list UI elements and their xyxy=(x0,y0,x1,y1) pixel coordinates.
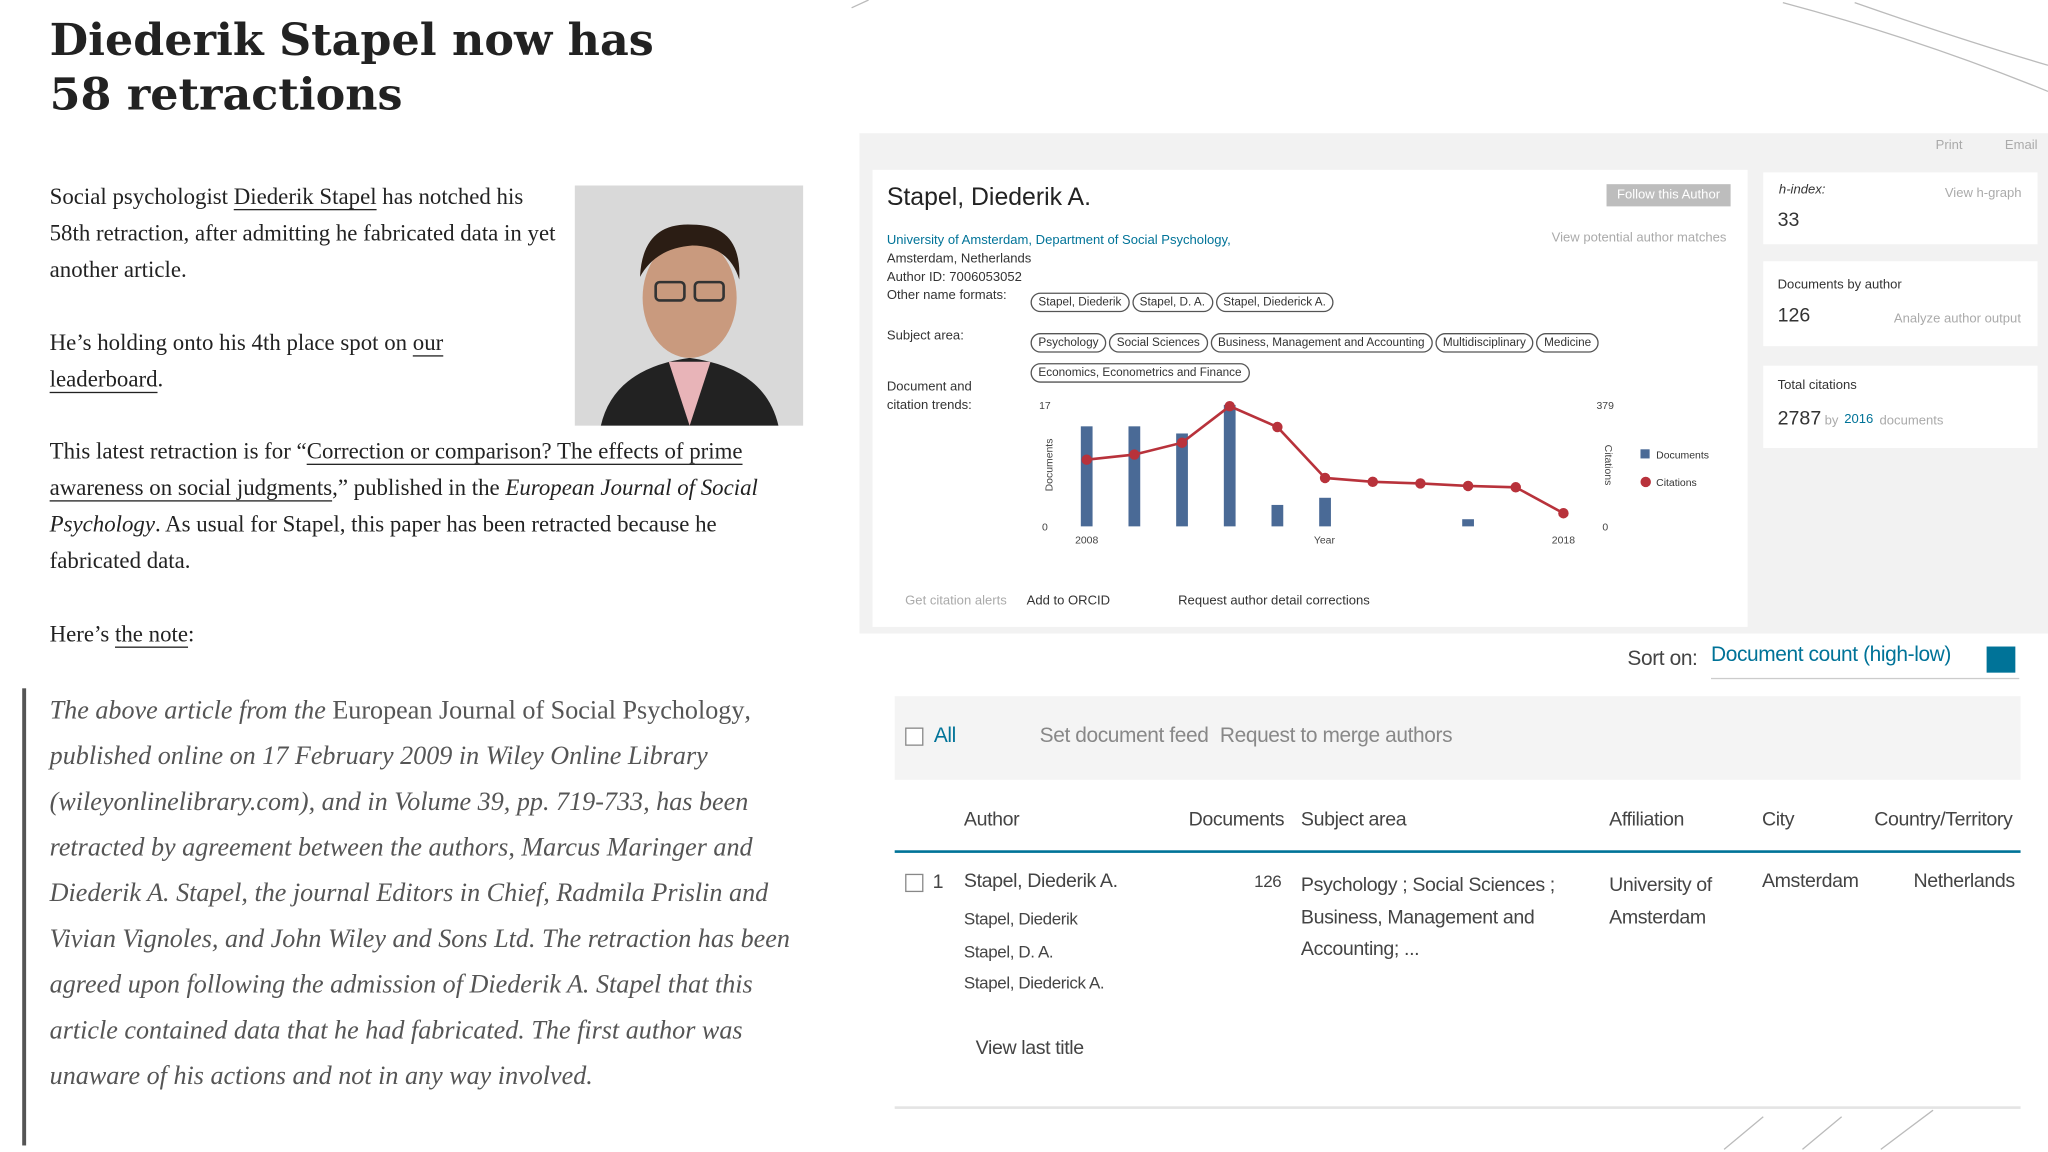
sort-arrow[interactable] xyxy=(1986,646,2016,673)
text-run: : xyxy=(188,620,195,647)
tag: Psychology xyxy=(1030,333,1107,353)
analyze[interactable]: Analyze author output xyxy=(1893,312,2021,327)
paragraph: Here’s the note: xyxy=(50,615,808,652)
paragraph: Social psychologist Diederik Stapel has … xyxy=(50,178,559,288)
column-header: City xyxy=(1761,808,1795,831)
column-header: Author xyxy=(963,808,1020,831)
text-run: This latest retraction is for “ xyxy=(49,437,307,464)
row-subject: Psychology ; Social Sciences ; Business,… xyxy=(1300,873,1555,960)
tag: Social Sciences xyxy=(1108,333,1208,353)
article-title: Diederik Stapel now has 58 retractions xyxy=(49,14,654,122)
checkbox[interactable] xyxy=(905,727,924,746)
h-graph[interactable]: View h-graph xyxy=(1944,186,2022,202)
print[interactable]: Print xyxy=(1935,138,1963,153)
author-id: Author ID: 7006053052 xyxy=(886,270,1022,285)
text-run: European Journal of Social Psychology xyxy=(49,474,758,537)
sort-label: Sort on: xyxy=(1627,647,1698,671)
name-variant: Stapel, Diederik xyxy=(963,909,1078,929)
label: Document and citation trends: xyxy=(886,380,972,413)
text-run: Here’s xyxy=(49,620,116,647)
tag: Stapel, D. A. xyxy=(1131,292,1213,313)
tag: Multidisciplinary xyxy=(1435,333,1534,353)
row-affiliation: University of Amsterdam xyxy=(1609,873,1712,928)
paragraph: This latest retraction is for “Correctio… xyxy=(50,432,810,578)
tag: Economics, Econometrics and Finance xyxy=(1030,363,1250,383)
action[interactable]: Request author detail corrections xyxy=(1178,594,1370,609)
row-documents: 126 xyxy=(1254,871,1282,891)
tag: Stapel, Diederick A. xyxy=(1215,292,1334,313)
text-run: ,” published in the xyxy=(332,474,506,501)
name-variants: Stapel, Diederik Stapel, D. A. Stapel, Die… xyxy=(963,904,1105,1000)
author-photo xyxy=(574,185,804,426)
name-variant: Stapel, Diederick A. xyxy=(963,973,1105,993)
name-variant: Stapel, D. A. xyxy=(963,941,1054,961)
merge[interactable]: Request to merge authors xyxy=(1219,724,1453,748)
affiliation[interactable]: University of Amsterdam, Department of S… xyxy=(886,233,1231,249)
footer-rule xyxy=(894,1106,2021,1109)
row-author[interactable]: Stapel, Diederik A. xyxy=(963,869,1118,893)
text-run: Psychology xyxy=(622,696,745,725)
subject-tags: Psychology Social Sciences Business, Manag… xyxy=(1030,329,1619,389)
select-all[interactable]: All xyxy=(933,724,956,748)
tag: Medicine xyxy=(1536,333,1600,353)
action[interactable]: Get citation alerts xyxy=(905,594,1007,609)
label: h-index: xyxy=(1778,182,1826,198)
by: by xyxy=(1824,414,1839,429)
row-index: 1 xyxy=(932,871,944,894)
link[interactable]: the note xyxy=(115,620,189,647)
text-run: , published online on 17 February 2009 i… xyxy=(49,696,790,1091)
label: Documents by author xyxy=(1777,278,1902,293)
label: Other name formats: xyxy=(886,288,1007,304)
link[interactable]: Diederik Stapel xyxy=(233,182,377,209)
sort-select[interactable]: Document count (high-low) xyxy=(1711,644,2020,680)
author-matches[interactable]: View potential author matches xyxy=(1551,231,1727,246)
email[interactable]: Email xyxy=(2004,138,2038,153)
text-run: The above article from the xyxy=(49,696,333,725)
cit-docs-label: documents xyxy=(1879,414,1944,429)
row-country: Netherlands xyxy=(1913,869,2015,893)
label: Subject area: xyxy=(886,329,964,344)
text-run: . xyxy=(157,365,164,392)
column-header: Subject area xyxy=(1300,808,1407,831)
h-index: 33 xyxy=(1777,208,1800,232)
documents: 126 xyxy=(1777,304,1811,327)
view-last-title[interactable]: View last title xyxy=(975,1037,1084,1060)
column-header: Documents xyxy=(1188,808,1285,831)
label: Total citations xyxy=(1777,378,1857,394)
link[interactable]: Correction or comparison? The effects of… xyxy=(49,437,743,501)
paragraph: He’s holding onto his 4th place spot on … xyxy=(50,324,520,397)
cit-docs[interactable]: 2016 xyxy=(1844,412,1874,428)
link[interactable]: our leaderboard xyxy=(49,329,444,392)
text-run: European Journal of Social xyxy=(332,696,616,725)
column-header: Affiliation xyxy=(1609,808,1684,831)
text-run: Social psychologist xyxy=(49,182,234,209)
checkbox[interactable] xyxy=(905,873,924,893)
blockquote: The above article from the European Jour… xyxy=(22,688,814,1146)
citations: 2787 xyxy=(1777,407,1822,430)
text-run: . As usual for Stapel, this paper has be… xyxy=(49,510,717,574)
tag: Stapel, Diederik xyxy=(1030,292,1130,313)
text-run: has notched his 58th retraction, after a… xyxy=(49,182,556,283)
feed[interactable]: Set document feed xyxy=(1039,724,1209,748)
column-header: Country/Territory xyxy=(1874,808,2013,831)
tag: Business, Management and Accounting xyxy=(1210,333,1433,353)
name-tags: Stapel, Diederik Stapel, D. A. Stapel, Die… xyxy=(1030,289,1619,319)
text-run: He’s holding onto his 4th place spot on xyxy=(49,329,413,356)
location: Amsterdam, Netherlands xyxy=(886,252,1032,267)
follow-button[interactable]: Follow this Author xyxy=(1606,184,1731,207)
action[interactable]: Add to ORCID xyxy=(1026,594,1111,609)
row-city: Amsterdam xyxy=(1761,869,1859,893)
header-rule xyxy=(894,850,2021,853)
author-name: Stapel, Diederik A. xyxy=(886,184,1092,212)
